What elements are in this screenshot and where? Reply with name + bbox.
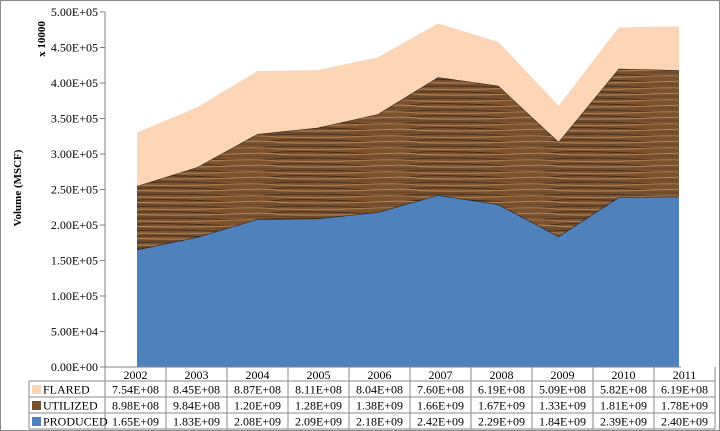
table-cell-produced: 1.65E+09 bbox=[112, 415, 159, 429]
table-cell-produced: 2.39E+09 bbox=[600, 415, 647, 429]
table-cell-utilized: 1.20E+09 bbox=[234, 399, 281, 413]
table-cell-produced: 2.29E+09 bbox=[478, 415, 525, 429]
table-cell-produced: 2.42E+09 bbox=[417, 415, 464, 429]
y-tick-label: 4.50E+05 bbox=[51, 41, 98, 55]
table-cell-flared: 8.45E+08 bbox=[173, 383, 220, 397]
y-tick-label: 1.50E+05 bbox=[51, 254, 98, 268]
y-tick-label: 5.00E+04 bbox=[51, 325, 98, 339]
table-cell-produced: 2.08E+09 bbox=[234, 415, 281, 429]
table-cell-flared: 8.87E+08 bbox=[234, 383, 281, 397]
table-cell-flared: 5.09E+08 bbox=[539, 383, 586, 397]
area-flared bbox=[137, 23, 679, 187]
legend-swatch-flared bbox=[32, 385, 41, 394]
legend-label-flared: FLARED bbox=[43, 383, 90, 397]
table-cell-produced: 1.84E+09 bbox=[539, 415, 586, 429]
table-cell-flared: 5.82E+08 bbox=[600, 383, 647, 397]
table-cell-flared: 7.60E+08 bbox=[417, 383, 464, 397]
table-cell-flared: 7.54E+08 bbox=[112, 383, 159, 397]
legend-label-utilized: UTILIZED bbox=[43, 399, 98, 413]
category-label-2010: 2010 bbox=[612, 368, 636, 382]
y-tick-label: 0.00E+00 bbox=[51, 360, 98, 374]
table-cell-flared: 6.19E+08 bbox=[661, 383, 708, 397]
category-label-2003: 2003 bbox=[185, 368, 209, 382]
area-produced bbox=[137, 195, 679, 367]
y-tick-label: 1.00E+05 bbox=[51, 289, 98, 303]
y-axis-title: Volume (MSCF) bbox=[12, 149, 24, 226]
legend-label-produced: PRODUCED bbox=[43, 415, 108, 429]
table-cell-produced: 2.09E+09 bbox=[295, 415, 342, 429]
table-cell-utilized: 1.67E+09 bbox=[478, 399, 525, 413]
category-label-2005: 2005 bbox=[307, 368, 331, 382]
y-tick-label: 3.00E+05 bbox=[51, 147, 98, 161]
y-tick-label: 5.00E+05 bbox=[51, 5, 98, 19]
table-cell-utilized: 8.98E+08 bbox=[112, 399, 159, 413]
table-cell-flared: 8.04E+08 bbox=[356, 383, 403, 397]
category-label-2004: 2004 bbox=[246, 368, 270, 382]
category-label-2008: 2008 bbox=[490, 368, 514, 382]
y-tick-label: 4.00E+05 bbox=[51, 76, 98, 90]
category-label-2009: 2009 bbox=[551, 368, 575, 382]
unit-note: x 10000 bbox=[36, 21, 48, 57]
table-cell-utilized: 1.81E+09 bbox=[600, 399, 647, 413]
category-label-2006: 2006 bbox=[368, 368, 392, 382]
table-cell-utilized: 1.66E+09 bbox=[417, 399, 464, 413]
y-tick-label: 2.00E+05 bbox=[51, 218, 98, 232]
table-cell-utilized: 1.28E+09 bbox=[295, 399, 342, 413]
table-cell-produced: 2.40E+09 bbox=[661, 415, 708, 429]
y-tick-label: 3.50E+05 bbox=[51, 112, 98, 126]
table-cell-utilized: 1.33E+09 bbox=[539, 399, 586, 413]
table-cell-flared: 8.11E+08 bbox=[295, 383, 342, 397]
table-cell-utilized: 1.78E+09 bbox=[661, 399, 708, 413]
table-cell-flared: 6.19E+08 bbox=[478, 383, 525, 397]
legend-swatch-utilized bbox=[32, 401, 41, 410]
category-label-2011: 2011 bbox=[673, 368, 697, 382]
table-cell-produced: 2.18E+09 bbox=[356, 415, 403, 429]
category-label-2002: 2002 bbox=[124, 368, 148, 382]
table-cell-utilized: 1.38E+09 bbox=[356, 399, 403, 413]
area-utilized bbox=[137, 68, 679, 250]
table-cell-utilized: 9.84E+08 bbox=[173, 399, 220, 413]
y-tick-label: 2.50E+05 bbox=[51, 183, 98, 197]
legend-swatch-produced bbox=[32, 417, 41, 426]
table-cell-produced: 1.83E+09 bbox=[173, 415, 220, 429]
category-label-2007: 2007 bbox=[429, 368, 453, 382]
